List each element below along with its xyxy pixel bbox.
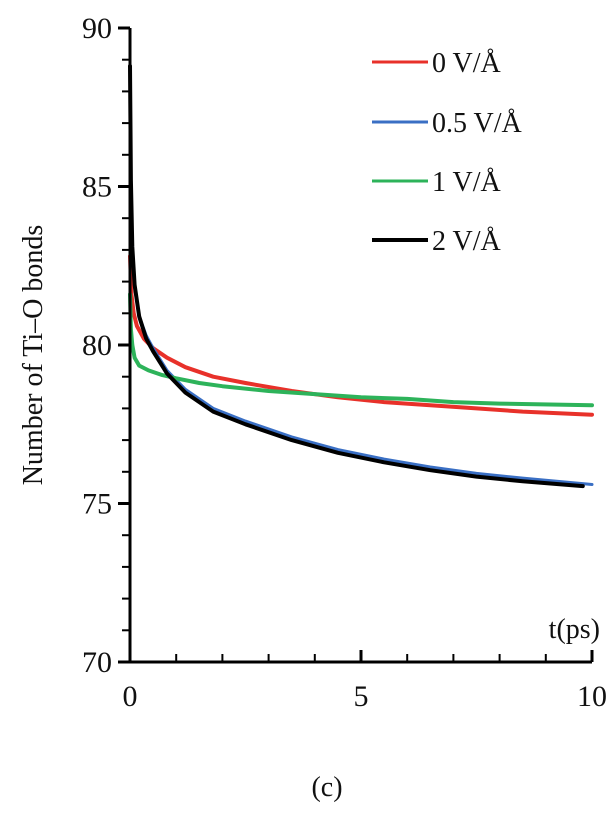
x-axis-label: t(ps) (549, 614, 600, 645)
figure-caption: (c) (311, 772, 342, 803)
x-tick-label: 0 (123, 680, 138, 713)
y-tick-label: 70 (82, 646, 112, 679)
legend-label: 0 V/Å (432, 48, 501, 79)
y-tick-label: 80 (82, 329, 112, 362)
series-line (128, 254, 594, 417)
x-tick-label: 10 (577, 680, 607, 713)
y-axis-label: Number of Ti–O bonds (18, 225, 49, 486)
y-tick-label: 75 (82, 488, 112, 521)
y-tick-label: 85 (82, 171, 112, 204)
legend: 0 V/Å 0.5 V/Å 1 V/Å 2 V/Å (372, 48, 522, 257)
series-line (128, 64, 585, 489)
y-tick-label: 90 (82, 12, 112, 45)
series-layer (128, 64, 594, 489)
series-line (128, 74, 594, 486)
legend-label: 0.5 V/Å (432, 108, 522, 139)
tick-label-layer: 70 75 80 85 90 0 5 10 (82, 12, 607, 713)
legend-label: 2 V/Å (432, 226, 501, 257)
x-tick-label: 5 (354, 680, 369, 713)
legend-label: 1 V/Å (432, 167, 501, 198)
series-line (128, 292, 594, 408)
